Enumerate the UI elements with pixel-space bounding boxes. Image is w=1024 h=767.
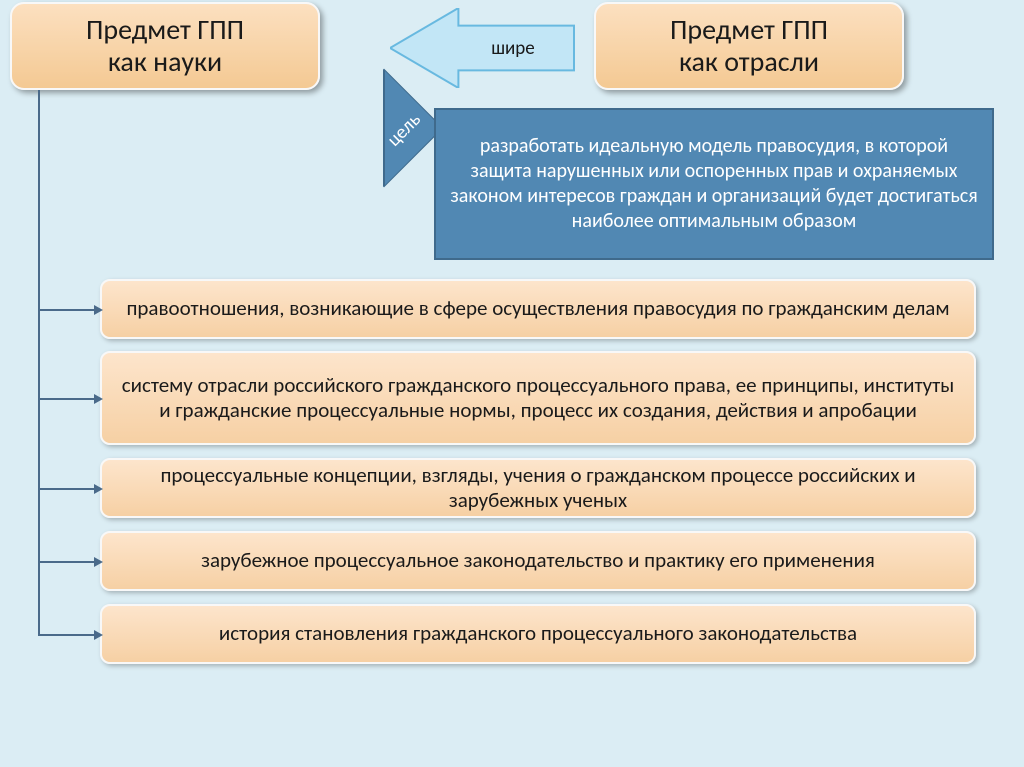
connector-arrowhead-4 <box>94 630 103 640</box>
connector-arrowhead-1 <box>94 394 103 404</box>
item-box-4: история становления гражданского процесс… <box>100 604 976 664</box>
item-box-1: систему отрасли российского гражданского… <box>100 351 976 445</box>
goal-description-text: разработать идеальную модель правосудия,… <box>448 134 980 234</box>
connector-branch-4 <box>38 634 96 636</box>
item-text-2: процессуальные концепции, взгляды, учени… <box>116 463 960 513</box>
header-right-box: Предмет ГПП как отрасли <box>594 2 904 90</box>
connector-branch-3 <box>38 561 96 563</box>
item-box-3: зарубежное процессуальное законодательст… <box>100 531 976 591</box>
header-left-box: Предмет ГПП как науки <box>10 2 320 90</box>
item-text-3: зарубежное процессуальное законодательст… <box>201 548 875 573</box>
connector-branch-0 <box>38 309 96 311</box>
connector-branch-1 <box>38 398 96 400</box>
connector-arrowhead-3 <box>94 557 103 567</box>
wider-arrow: шире <box>390 8 580 88</box>
item-text-0: правоотношения, возникающие в сфере осущ… <box>126 296 949 321</box>
header-left-line1: Предмет ГПП <box>86 12 244 47</box>
item-box-2: процессуальные концепции, взгляды, учени… <box>100 458 976 518</box>
connector-arrowhead-0 <box>94 305 103 315</box>
header-right-line2: как отрасли <box>679 44 819 79</box>
connector-trunk <box>38 90 40 634</box>
header-right-line1: Предмет ГПП <box>670 12 828 47</box>
arrow-label: шире <box>491 37 535 60</box>
item-box-0: правоотношения, возникающие в сфере осущ… <box>100 279 976 339</box>
arrow-left-icon <box>390 8 580 88</box>
connector-arrowhead-2 <box>94 484 103 494</box>
header-left-line2: как науки <box>108 44 222 79</box>
item-text-1: систему отрасли российского гражданского… <box>116 373 960 423</box>
connector-branch-2 <box>38 488 96 490</box>
item-text-4: история становления гражданского процесс… <box>219 621 857 646</box>
goal-description-box: разработать идеальную модель правосудия,… <box>434 108 994 260</box>
